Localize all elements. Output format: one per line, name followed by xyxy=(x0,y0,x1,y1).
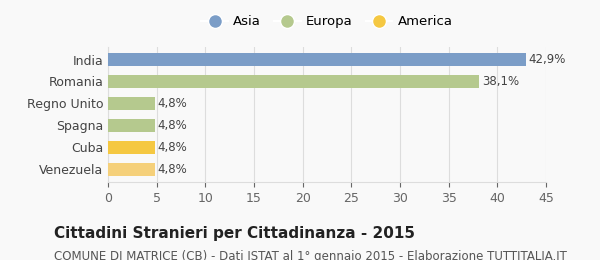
Bar xyxy=(108,119,155,132)
Bar xyxy=(108,97,155,110)
Text: COMUNE DI MATRICE (CB) - Dati ISTAT al 1° gennaio 2015 - Elaborazione TUTTITALIA: COMUNE DI MATRICE (CB) - Dati ISTAT al 1… xyxy=(54,250,567,260)
Text: 38,1%: 38,1% xyxy=(482,75,519,88)
Bar xyxy=(108,141,155,154)
Bar xyxy=(108,53,526,66)
Text: 4,8%: 4,8% xyxy=(158,163,187,176)
Text: 4,8%: 4,8% xyxy=(158,141,187,154)
Text: 4,8%: 4,8% xyxy=(158,97,187,110)
Legend: Asia, Europa, America: Asia, Europa, America xyxy=(196,10,458,34)
Bar xyxy=(108,75,479,88)
Text: 4,8%: 4,8% xyxy=(158,119,187,132)
Text: Cittadini Stranieri per Cittadinanza - 2015: Cittadini Stranieri per Cittadinanza - 2… xyxy=(54,226,415,241)
Text: 42,9%: 42,9% xyxy=(529,53,566,66)
Bar xyxy=(108,163,155,176)
